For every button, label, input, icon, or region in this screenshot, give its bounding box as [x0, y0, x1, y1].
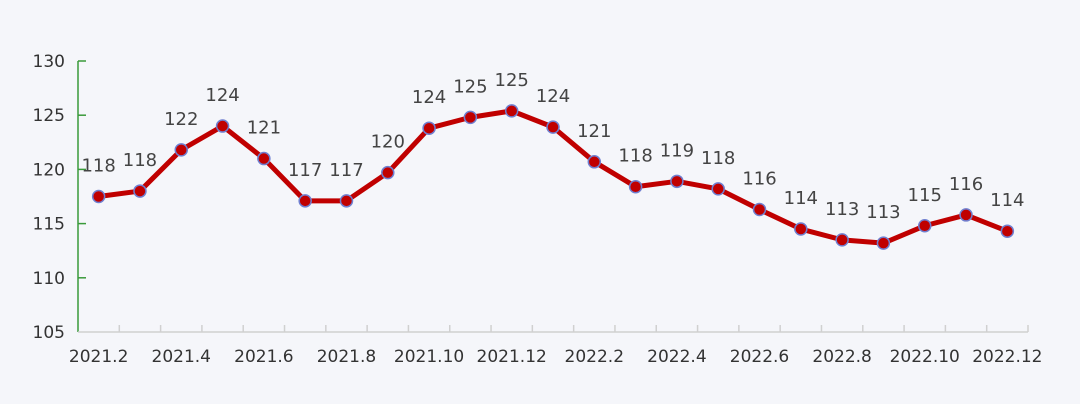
data-label: 118: [618, 146, 652, 167]
series-line-group: [91, 104, 1015, 250]
data-point: [876, 236, 891, 250]
x-tick-label: 2022.4: [647, 347, 706, 367]
x-tick-label: 2022.6: [730, 347, 789, 367]
data-label: 124: [412, 87, 446, 108]
data-label: 117: [288, 160, 322, 181]
x-tick-label: 2022.8: [812, 347, 871, 367]
data-point: [339, 194, 354, 208]
data-label: 122: [164, 109, 198, 130]
data-point: [1000, 224, 1015, 238]
x-tick-label: 2021.10: [394, 347, 464, 367]
data-label: 125: [495, 70, 529, 91]
data-point: [917, 219, 932, 233]
y-tick-label: 130: [33, 52, 65, 72]
data-point: [587, 155, 602, 169]
data-label: 119: [660, 140, 694, 161]
y-tick-label: 110: [33, 269, 65, 289]
data-label: 113: [866, 202, 900, 223]
data-point: [670, 174, 684, 189]
y-tick-label: 125: [33, 106, 65, 126]
data-point: [257, 151, 271, 166]
x-tick-label: 2021.6: [234, 347, 293, 367]
x-tick-label: 2022.10: [890, 347, 960, 367]
data-label: 115: [908, 185, 942, 206]
data-label: 118: [123, 150, 157, 171]
data-label: 118: [701, 148, 735, 169]
data-point: [794, 222, 808, 236]
data-point: [91, 189, 106, 204]
x-axis: 2021.2 2021.4 2021.6 2021.8 2021.10 2021.12 20…: [69, 325, 1043, 367]
data-labels: 118 118 122 124 121 117 117 120 124 125 125 124 121 1…: [81, 70, 1024, 223]
data-point: [504, 104, 519, 118]
data-label: 125: [453, 76, 487, 97]
data-label: 124: [205, 85, 239, 106]
x-tick-label: 2022.12: [972, 347, 1042, 367]
y-tick-label: 120: [33, 160, 65, 180]
data-point: [835, 233, 849, 247]
data-label: 113: [825, 199, 859, 220]
data-point: [959, 208, 973, 222]
y-axis: 105 110 115 120 125 130: [33, 52, 86, 343]
x-tick-label: 2022.2: [565, 347, 624, 367]
data-label: 114: [784, 188, 818, 209]
x-tick-label: 2021.8: [317, 347, 376, 367]
data-label: 116: [949, 174, 983, 195]
data-point: [422, 121, 436, 135]
data-label: 114: [990, 190, 1024, 211]
data-label: 121: [577, 121, 611, 142]
data-label: 121: [247, 118, 281, 139]
data-point: [711, 182, 725, 196]
y-tick-label: 115: [33, 215, 65, 235]
data-point: [546, 120, 560, 134]
y-tick-label: 105: [33, 323, 65, 343]
data-point: [628, 179, 643, 194]
data-label: 117: [329, 160, 363, 181]
data-label: 124: [536, 86, 570, 107]
data-label: 120: [371, 132, 405, 153]
x-tick-label: 2021.4: [152, 347, 211, 367]
data-point: [463, 110, 478, 125]
data-point: [133, 184, 147, 198]
data-point: [174, 143, 189, 157]
data-point: [381, 165, 395, 180]
x-tick-label: 2021.12: [477, 347, 547, 367]
data-point: [215, 119, 230, 133]
data-point: [752, 202, 767, 217]
data-label: 116: [742, 169, 776, 190]
data-point: [298, 194, 312, 208]
x-tick-label: 2021.2: [69, 347, 128, 367]
data-label: 118: [81, 156, 115, 177]
